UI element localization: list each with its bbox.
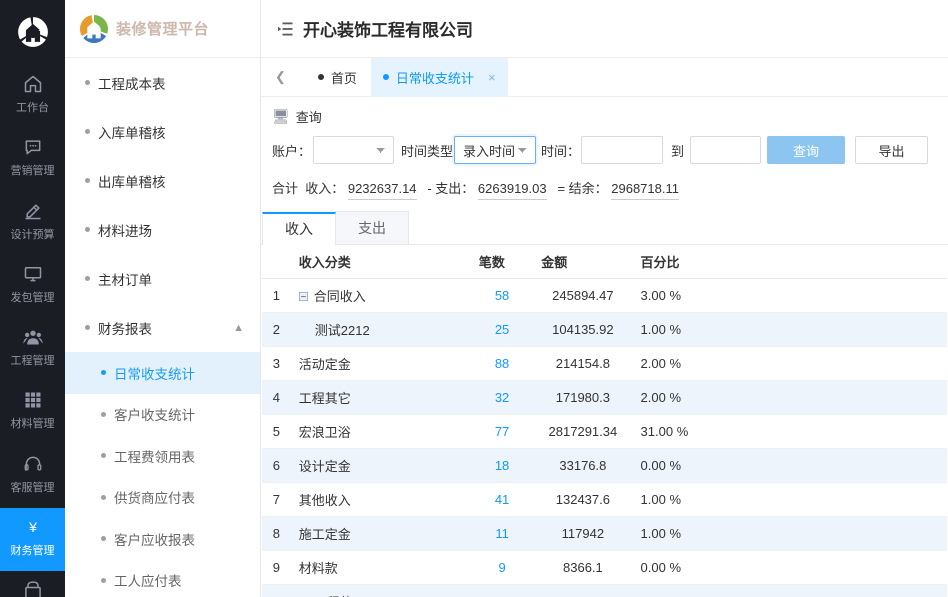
svg-text:¥: ¥ <box>28 520 37 536</box>
